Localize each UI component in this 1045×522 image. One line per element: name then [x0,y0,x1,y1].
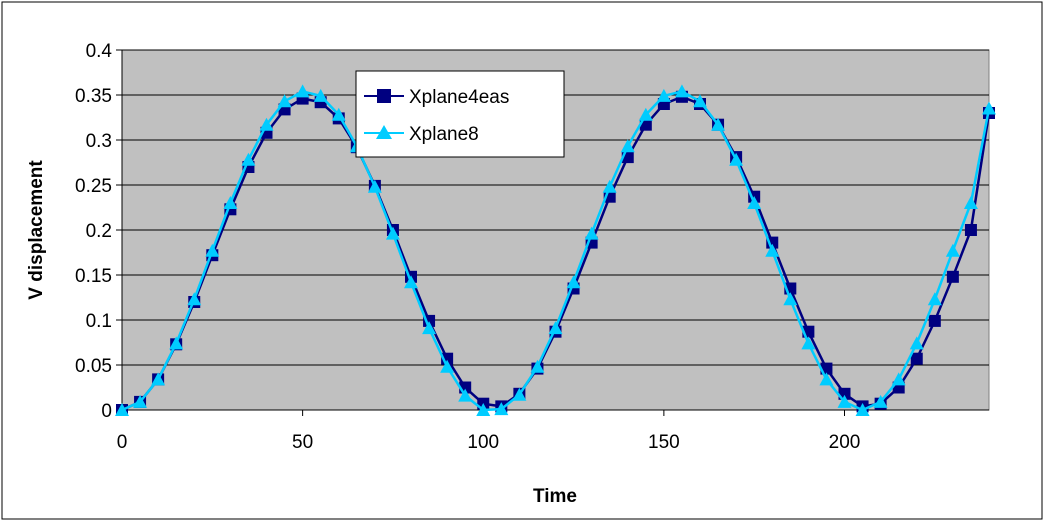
data-point [205,243,220,257]
data-point [151,372,166,386]
y-tick-label: 0.35 [75,86,112,107]
data-point [873,394,888,408]
data-point [530,359,545,373]
data-point [693,94,707,108]
data-point [259,117,274,131]
data-point [602,179,617,193]
data-point [385,226,400,240]
legend-marker-square [377,89,391,103]
grid-lines [122,49,989,366]
data-point [927,292,942,306]
series-layer [115,84,996,416]
legend-entry-xplane4eas: Xplane4eas [364,87,509,108]
data-point [223,196,238,209]
data-point [891,372,906,386]
data-point [476,403,491,416]
x-axis-title: Time [533,486,577,507]
data-point [494,402,509,416]
y-tick-label: 0.1 [86,311,112,332]
data-point [458,388,473,402]
data-point [711,117,726,131]
data-point [512,387,527,401]
data-point [747,196,762,209]
data-point [855,403,870,416]
y-tick-label: 0.05 [75,356,112,377]
legend-box [355,70,565,158]
data-point [241,152,256,166]
x-tick-label: 150 [648,432,680,453]
data-point [964,224,977,236]
data-point [548,321,563,335]
y-tick-label: 0 [101,401,112,422]
data-point [115,403,129,416]
data-point [422,321,437,335]
data-point [837,394,852,408]
data-point [584,226,599,240]
data-point [187,292,202,306]
data-point [313,88,328,102]
data-point [945,243,960,257]
data-point [909,336,924,350]
data-point [729,152,744,166]
y-axis: 0 0.05 0.1 0.15 0.2 0.25 0.3 0.35 0.4 [75,41,123,422]
y-axis-title: V displacement [26,160,47,300]
data-point [277,94,292,108]
data-point [674,84,689,98]
data-point [765,243,780,257]
legend-label-xplane4eas: Xplane4eas [409,87,509,108]
x-tick-label: 50 [292,432,313,453]
data-point [982,101,996,115]
data-point [819,372,834,386]
x-tick-label: 100 [467,432,499,453]
y-tick-label: 0.15 [75,266,112,287]
legend-marker-triangle [376,125,392,139]
data-point [440,359,455,373]
series-xplane8 [115,84,996,416]
legend-label-xplane8: Xplane8 [409,124,479,145]
data-point [910,352,923,365]
data-point [566,275,581,289]
data-point [367,179,382,193]
x-axis: 0 50 100 150 200 [117,409,989,453]
data-point [169,336,184,350]
data-point [783,292,798,306]
data-point [946,270,959,283]
y-tick-label: 0.4 [86,41,113,62]
data-point [295,84,310,98]
data-point [656,88,671,102]
data-point [638,107,653,121]
legend-entry-xplane8: Xplane8 [364,124,479,145]
data-point [331,107,346,121]
y-tick-label: 0.2 [86,221,112,242]
x-tick-label: 200 [829,432,861,453]
x-tick-label: 0 [117,432,128,453]
y-tick-label: 0.25 [75,176,112,197]
data-point [928,314,941,327]
y-tick-label: 0.3 [86,131,112,152]
data-point [133,394,148,408]
data-point [963,196,978,209]
data-point [801,336,816,350]
data-point [620,139,635,153]
legend: Xplane4eas Xplane8 [355,70,565,158]
data-point [404,275,418,289]
